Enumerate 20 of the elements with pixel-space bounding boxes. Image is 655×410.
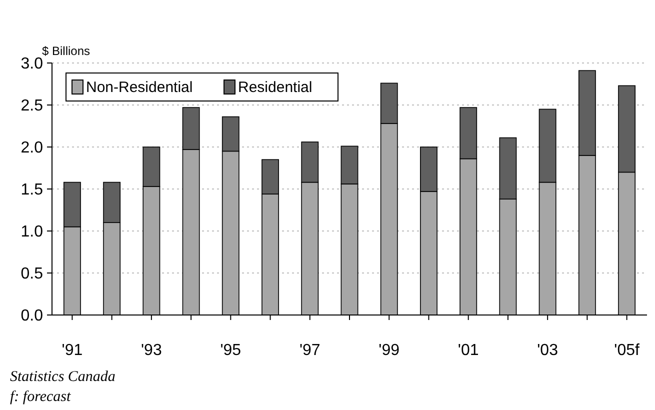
legend-label: Non-Residential <box>86 79 193 96</box>
y-tick-label: 1.5 <box>20 182 44 199</box>
y-tick-label: 0.0 <box>20 308 44 325</box>
x-tick-label: '91 <box>62 342 83 359</box>
y-tick-label: 2.5 <box>20 98 44 115</box>
text: f: forecast <box>10 389 72 405</box>
x-tick-label: '95 <box>220 342 242 359</box>
x-tick-label: '05f <box>614 342 640 359</box>
text: Statistics Canada <box>10 369 116 385</box>
legend-label: Residential <box>238 79 312 96</box>
x-tick-label: '01 <box>458 342 479 359</box>
x-tick-label: '93 <box>141 342 162 359</box>
y-axis-title: $ Billions <box>42 44 90 58</box>
x-tick-label: '03 <box>537 342 558 359</box>
y-tick-label: 1.0 <box>20 224 44 241</box>
x-tick-label: '99 <box>378 342 400 359</box>
y-tick-label: 2.0 <box>20 140 44 157</box>
y-tick-label: 3.0 <box>20 56 44 73</box>
x-tick-label: '97 <box>299 342 320 359</box>
y-tick-label: 0.5 <box>20 266 44 283</box>
